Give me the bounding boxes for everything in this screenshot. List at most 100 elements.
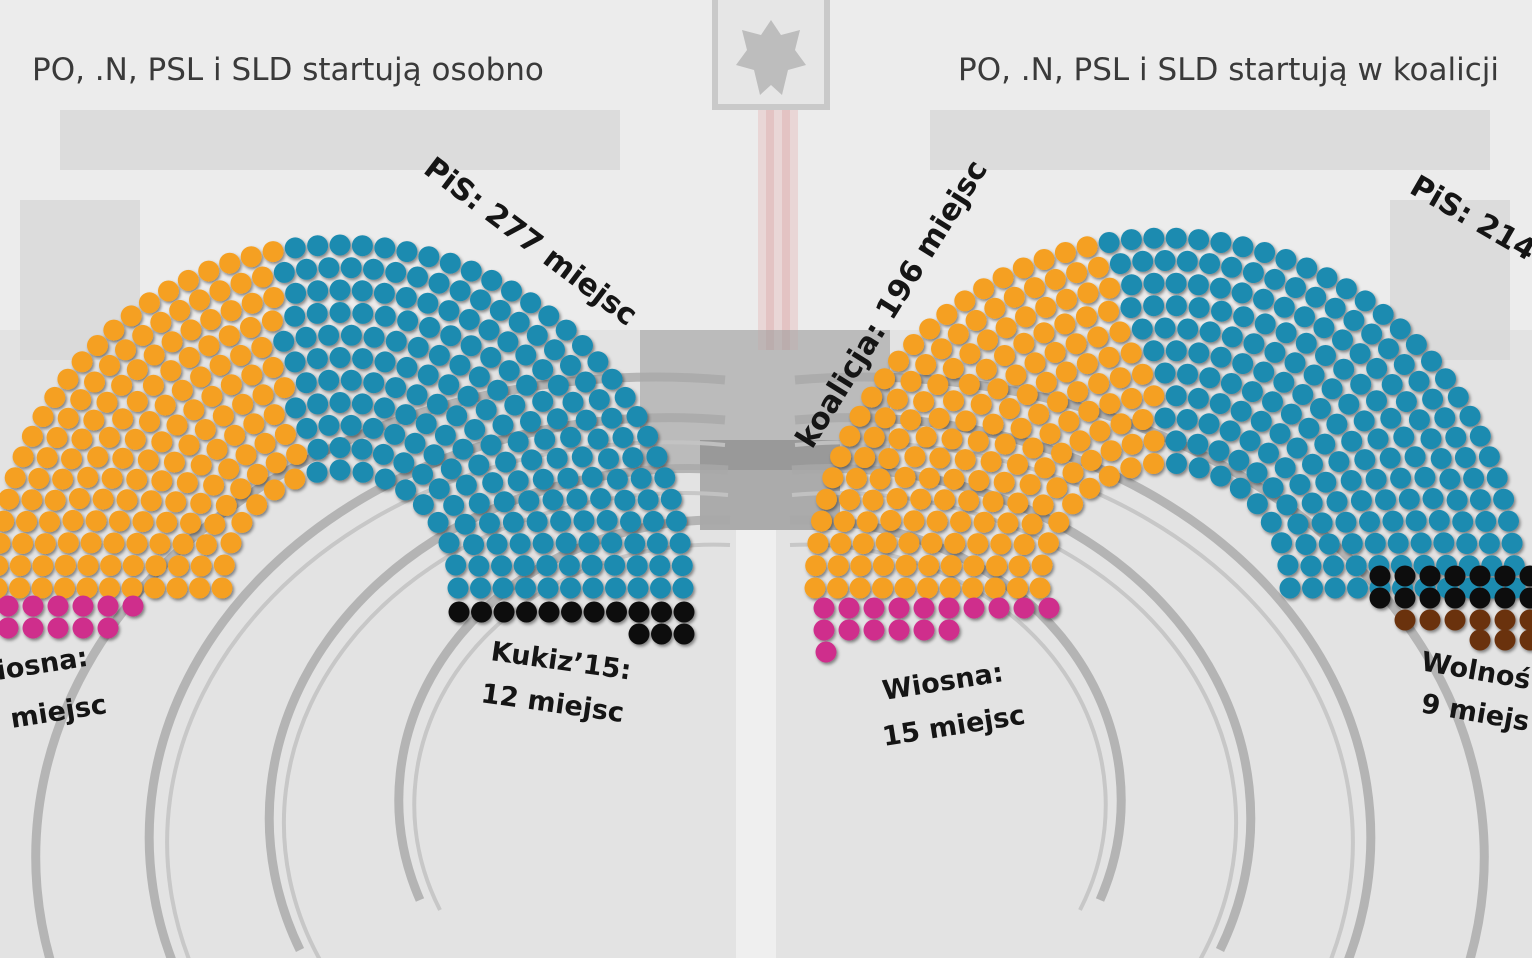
seat-pis	[605, 577, 626, 599]
seat-pis	[1350, 373, 1372, 395]
seat-pis	[1387, 532, 1409, 554]
seat-konfederacja	[1519, 629, 1532, 651]
seat-opposition	[61, 448, 82, 470]
seat-opposition	[243, 413, 265, 435]
seat-wiosna	[0, 617, 19, 639]
seat-opposition	[1143, 385, 1165, 407]
seat-pis	[1243, 333, 1265, 355]
seat-pis	[415, 413, 437, 435]
seat-pis	[1187, 433, 1209, 455]
seat-opposition	[919, 318, 941, 340]
seat-pis	[1430, 448, 1452, 469]
seat-pis	[489, 299, 511, 321]
seat-wiosna	[938, 619, 960, 641]
seat-opposition	[1062, 462, 1084, 484]
seat-pis	[284, 305, 306, 327]
seat-pis	[1408, 370, 1430, 392]
seat-pis	[1154, 362, 1176, 384]
seat-opposition	[862, 489, 884, 511]
seat-pis	[571, 446, 593, 468]
scenario-title-coalition: PO, .N, PSL i SLD startują w koalicji	[958, 52, 1500, 88]
seat-opposition	[4, 467, 26, 489]
seat-opposition	[31, 577, 53, 599]
seat-opposition	[12, 446, 34, 468]
seat-pis	[601, 407, 623, 429]
seat-opposition	[126, 468, 148, 490]
seat-opposition	[1076, 236, 1098, 258]
seat-opposition	[875, 532, 897, 554]
seat-pis	[1295, 534, 1317, 555]
seat-opposition	[132, 324, 154, 346]
seat-pis	[1366, 390, 1387, 412]
seat-opposition	[970, 393, 992, 415]
seat-pis	[1275, 322, 1297, 344]
seat-pis	[1323, 555, 1344, 577]
seat-pis	[475, 399, 497, 421]
seat-pis	[318, 324, 340, 346]
seat-opposition	[1013, 332, 1035, 354]
seat-opposition	[284, 468, 306, 490]
seat-wiosna	[988, 597, 1010, 619]
seat-opposition	[928, 407, 950, 429]
seat-opposition	[965, 309, 987, 331]
seat-pis	[1439, 468, 1461, 490]
seat-pis	[1165, 272, 1187, 294]
seat-pis	[455, 474, 477, 496]
seat-opposition	[918, 554, 940, 576]
seat-pis	[1188, 457, 1210, 479]
seat-opposition	[1034, 457, 1056, 479]
seat-pis	[520, 411, 541, 432]
seat-opposition	[944, 532, 966, 554]
seat-opposition	[100, 554, 122, 576]
seat-pis	[363, 258, 384, 280]
chart2-seats	[804, 227, 1532, 663]
seat-pis	[1300, 555, 1322, 577]
seat-pis	[273, 330, 295, 352]
seat-pis	[1335, 511, 1357, 533]
seat-pis	[1367, 428, 1389, 450]
seat-opposition	[172, 533, 194, 555]
seat-pis	[507, 470, 529, 492]
seat-pis	[1433, 532, 1455, 554]
seat-pis	[1279, 577, 1301, 599]
seat-opposition	[849, 405, 871, 427]
seat-pis	[1262, 477, 1284, 499]
seat-pis	[1354, 449, 1376, 471]
seat-pis	[1232, 353, 1254, 375]
seat-pis	[487, 379, 509, 401]
seat-kukiz	[448, 601, 470, 623]
seat-opposition	[910, 488, 932, 510]
seat-pis	[1347, 577, 1368, 599]
seat-pis	[351, 235, 373, 257]
seat-opposition	[246, 494, 268, 516]
seat-opposition	[926, 510, 948, 532]
seat-pis	[426, 393, 448, 415]
seat-opposition	[968, 470, 990, 491]
seat-pis	[1326, 413, 1348, 435]
seat-pis	[521, 449, 543, 471]
seat-pis	[516, 374, 538, 396]
seat-pis	[418, 246, 440, 268]
seat-pis	[427, 511, 449, 533]
seat-pis	[493, 491, 515, 513]
seat-pis	[626, 555, 648, 577]
seat-pis	[1459, 405, 1481, 427]
seat-pis	[1109, 253, 1131, 275]
seat-pis	[306, 348, 328, 370]
seat-kukiz	[1494, 587, 1516, 609]
seat-pis	[385, 377, 407, 399]
chart1-seats	[0, 234, 695, 645]
seat-opposition	[888, 350, 909, 372]
seat-pis	[351, 393, 373, 415]
seat-pis	[1253, 288, 1274, 310]
seat-opposition	[900, 370, 922, 392]
seat-kukiz	[1444, 565, 1466, 587]
seat-opposition	[1098, 300, 1119, 322]
seat-opposition	[921, 532, 943, 554]
seat-wiosna	[963, 597, 985, 619]
seat-pis	[1241, 381, 1263, 403]
seat-opposition	[21, 489, 43, 511]
seat-pis	[587, 428, 609, 450]
seat-pis	[614, 386, 636, 408]
seat-kukiz	[1519, 587, 1532, 609]
